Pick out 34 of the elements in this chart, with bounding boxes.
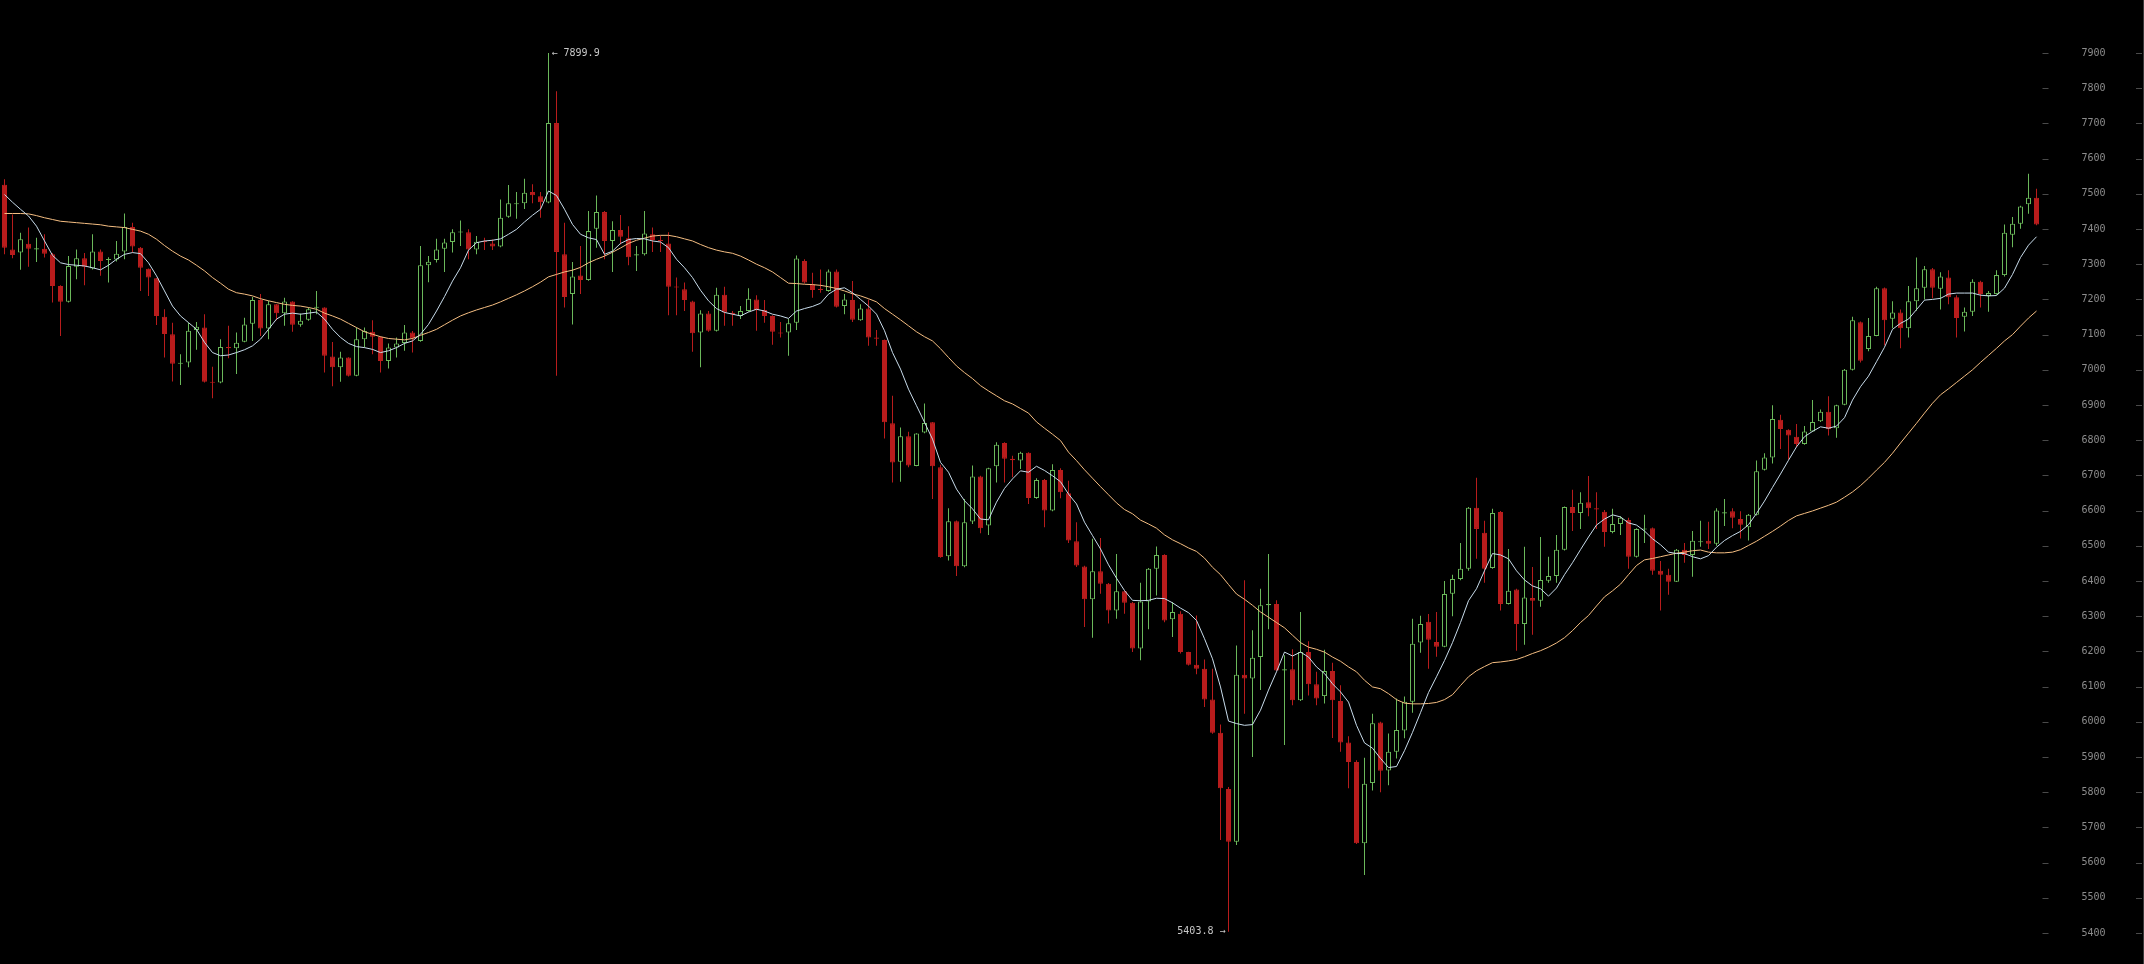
y-tick-label: 5600: [2081, 856, 2106, 868]
y-tick-label: 6300: [2081, 609, 2106, 621]
candlestick: [1194, 615, 1199, 675]
y-tick-label: 6700: [2081, 468, 2106, 480]
y-tick-label: 6400: [2081, 574, 2106, 586]
y-tick-label: 5500: [2081, 891, 2106, 903]
annotation: ← 7899.9: [551, 46, 600, 58]
y-tick-label: 6600: [2081, 504, 2106, 516]
y-tick-label: 7200: [2081, 292, 2106, 304]
y-tick-label: 6200: [2081, 644, 2106, 656]
candlestick: [1242, 580, 1247, 714]
annotation: 5403.8 →: [1177, 925, 1226, 937]
y-tick-label: 7900: [2081, 46, 2106, 58]
y-tick-label: 7100: [2081, 328, 2106, 340]
y-tick-label: 5900: [2081, 750, 2106, 762]
y-tick-label: 7500: [2081, 187, 2106, 199]
y-tick-label: 7000: [2081, 363, 2106, 375]
y-tick-label: 6000: [2081, 715, 2106, 727]
y-tick-label: 5400: [2081, 926, 2106, 938]
y-tick-label: 6100: [2081, 680, 2106, 692]
y-tick-label: 7400: [2081, 222, 2106, 234]
y-tick-label: 7800: [2081, 81, 2106, 93]
y-tick-label: 5700: [2081, 820, 2106, 832]
y-tick-label: 7700: [2081, 116, 2106, 128]
candlestick: [106, 257, 111, 283]
candlestick: [1530, 566, 1535, 635]
y-tick-label: 5800: [2081, 785, 2106, 797]
y-tick-label: 7300: [2081, 257, 2106, 269]
y-tick-label: 6800: [2081, 433, 2106, 445]
candlestick: [1658, 560, 1663, 611]
y-tick-label: 6900: [2081, 398, 2106, 410]
candlestick: [818, 269, 823, 293]
y-tick-label: 7600: [2081, 152, 2106, 164]
y-tick-label: 6500: [2081, 539, 2106, 551]
